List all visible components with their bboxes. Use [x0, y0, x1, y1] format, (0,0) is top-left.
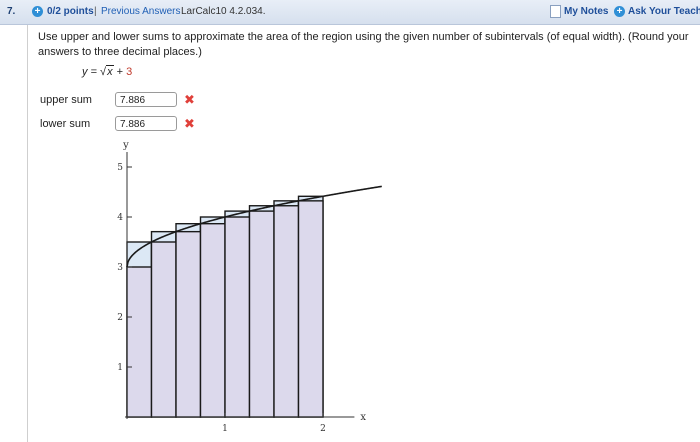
function-equation: y = √x + 3 [82, 65, 133, 78]
lower-rectangles [126, 200, 324, 418]
lower-rect-2 [150, 241, 177, 418]
radical-sign: √ [100, 66, 107, 78]
lower-rect-8 [297, 200, 324, 418]
lower-rect-7 [273, 205, 300, 418]
lower-rect-5 [224, 216, 251, 418]
question-prompt: Use upper and lower sums to approximate … [38, 31, 689, 58]
lower-sum-input[interactable]: 7.886 [115, 116, 177, 131]
ask-teacher-link[interactable]: Ask Your Teacher [628, 6, 700, 17]
question-number: 7. [7, 6, 16, 17]
header-separator: | [94, 6, 97, 17]
axes [125, 152, 355, 419]
upper-sum-label: upper sum [40, 94, 92, 106]
my-notes-link[interactable]: My Notes [564, 6, 609, 17]
ask-teacher-plus-icon[interactable]: + [614, 6, 625, 17]
axis-labels: 1 2 3 4 5 1 2 x y [117, 140, 366, 434]
lower-rect-6 [248, 210, 275, 418]
sqrt-curve [126, 185, 382, 268]
y-tick-label-3: 3 [117, 263, 123, 273]
equation-constant: 3 [126, 66, 133, 78]
x-tick-label-2: 2 [320, 424, 326, 434]
lower-sum-incorrect-icon: ✖ [184, 116, 195, 131]
y-axis-label: y [122, 140, 129, 151]
y-tick-label-4: 4 [117, 213, 123, 223]
equation-lhs: y = [82, 66, 97, 78]
upper-sum-incorrect-icon: ✖ [184, 92, 195, 107]
x-axis-label: x [360, 412, 366, 423]
upper-sum-input[interactable]: 7.886 [115, 92, 177, 107]
points-expand-icon[interactable]: + [32, 6, 43, 17]
equation-radicand: x [106, 65, 114, 78]
previous-answers-link[interactable]: Previous Answers [101, 6, 181, 17]
lower-rect-4 [199, 222, 226, 418]
function-curve [126, 185, 382, 268]
points-label: 0/2 points [47, 6, 94, 17]
lower-rect-3 [175, 230, 202, 418]
lower-sum-label: lower sum [40, 118, 91, 130]
problem-code: LarCalc10 4.2.034. [181, 6, 266, 17]
y-tick-label-2: 2 [117, 313, 123, 323]
notes-icon[interactable] [550, 5, 561, 18]
left-divider [27, 25, 28, 442]
y-tick-label-5: 5 [117, 163, 123, 173]
question-header-bar: 7. + 0/2 points | Previous Answers LarCa… [0, 0, 700, 25]
lower-rect-1 [126, 266, 153, 418]
x-tick-label-1: 1 [222, 424, 228, 434]
equation-plus: + [116, 66, 124, 78]
y-tick-label-1: 1 [117, 363, 123, 373]
riemann-sum-graph: 1 2 3 4 5 1 2 x y [117, 140, 382, 434]
